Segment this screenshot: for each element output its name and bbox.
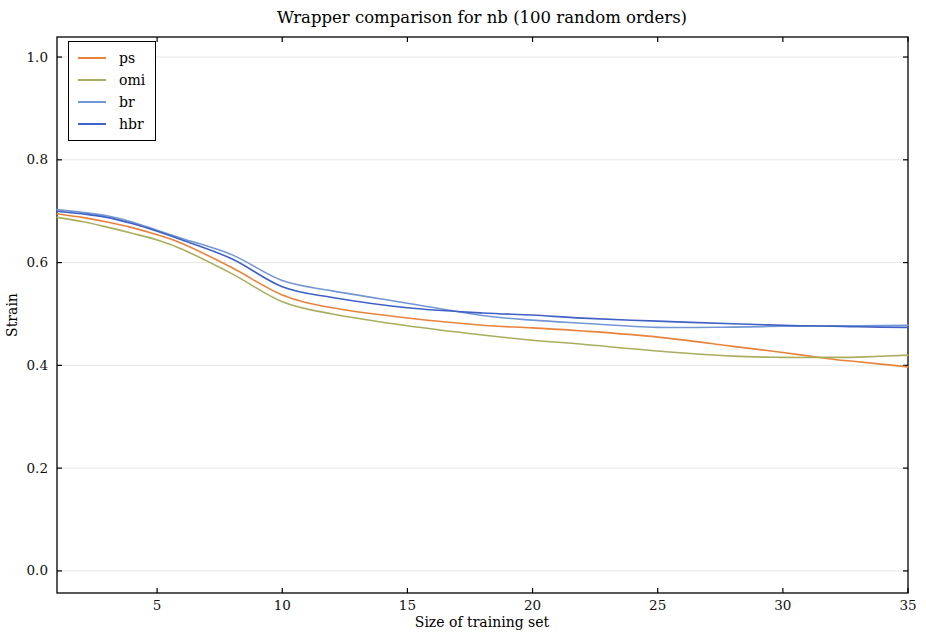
y-tick-label: 0.2	[27, 460, 48, 476]
y-axis-label: Strain	[4, 293, 20, 337]
legend-item-br: br	[78, 95, 155, 109]
x-tick-label: 20	[524, 597, 541, 613]
y-tick-label: 0.6	[27, 254, 48, 270]
series-line-omi	[57, 217, 908, 357]
legend-label-omi: omi	[119, 73, 145, 87]
x-tick-label: 25	[649, 597, 666, 613]
legend-line-swatch-omi	[78, 79, 106, 81]
legend-item-omi: omi	[78, 73, 155, 87]
legend-item-ps: ps	[78, 51, 155, 65]
y-tick-label: 0.4	[27, 357, 48, 373]
legend-line-swatch-br	[78, 101, 106, 103]
y-tick-label: 0.0	[27, 562, 48, 578]
legend-item-hbr: hbr	[78, 117, 155, 131]
x-tick-label: 35	[899, 597, 916, 613]
legend: ps omi br hbr	[68, 41, 156, 141]
x-axis-label: Size of training set	[415, 614, 549, 630]
y-tick-label: 0.8	[27, 151, 48, 167]
x-tick-label: 30	[774, 597, 791, 613]
chart-title: Wrapper comparison for nb (100 random or…	[277, 8, 687, 27]
legend-line-swatch-hbr	[78, 123, 106, 125]
series-line-ps	[57, 214, 908, 367]
legend-label-ps: ps	[119, 51, 135, 65]
x-tick-label: 5	[153, 597, 162, 613]
legend-label-hbr: hbr	[119, 117, 144, 131]
figure: 5 10 15 20 25 30 35 0.0 0.2 0.4 0.6 0.8 1.0 Wrapper …	[0, 0, 926, 644]
y-tick-label: 1.0	[27, 49, 48, 65]
x-tick-label: 10	[274, 597, 291, 613]
legend-line-swatch-ps	[78, 57, 106, 59]
series-line-hbr	[57, 211, 908, 327]
x-tick-label: 15	[399, 597, 416, 613]
series-line-br	[57, 210, 908, 328]
legend-label-br: br	[119, 95, 135, 109]
